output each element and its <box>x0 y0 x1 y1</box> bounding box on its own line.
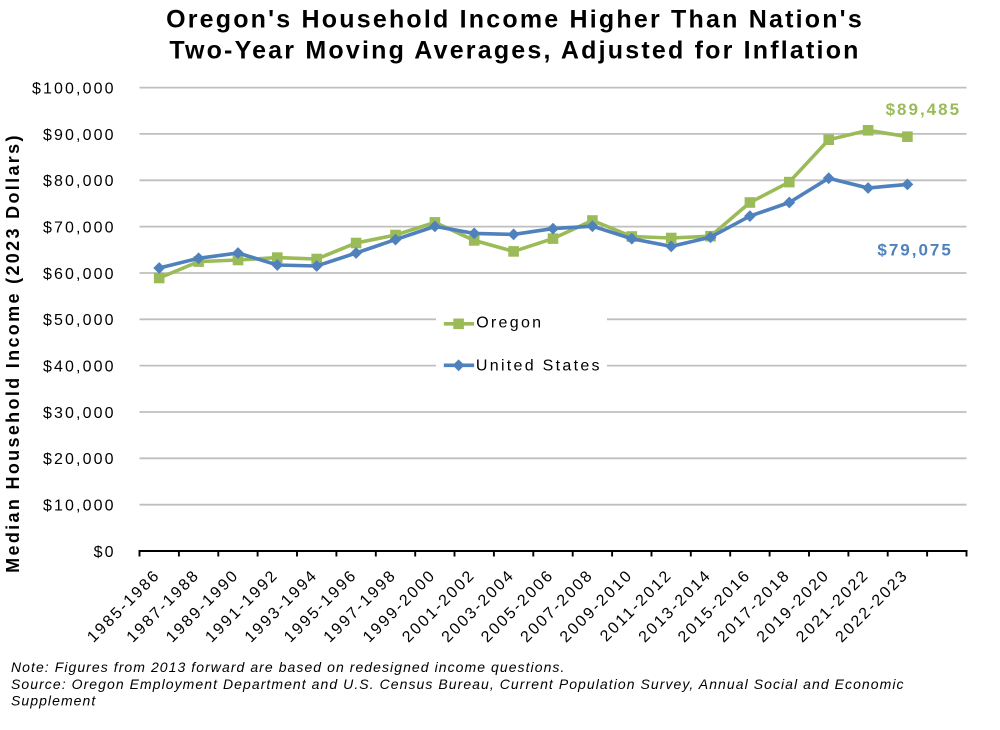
svg-text:$0: $0 <box>94 544 116 561</box>
svg-text:Source: Oregon Employment Depa: Source: Oregon Employment Department and… <box>11 676 905 692</box>
svg-text:$10,000: $10,000 <box>43 498 116 515</box>
svg-text:Median Household Income (2023: Median Household Income (2023 Dollars) <box>3 133 23 573</box>
svg-text:$100,000: $100,000 <box>32 80 116 97</box>
svg-text:$79,075: $79,075 <box>877 241 952 260</box>
svg-text:Note: Figures from 2013 forwar: Note: Figures from 2013 forward are base… <box>11 659 565 675</box>
svg-text:$70,000: $70,000 <box>43 220 116 237</box>
svg-text:$60,000: $60,000 <box>43 266 116 283</box>
svg-text:$80,000: $80,000 <box>43 173 116 190</box>
svg-text:Oregon: Oregon <box>476 315 543 332</box>
svg-text:$50,000: $50,000 <box>43 312 116 329</box>
svg-text:$90,000: $90,000 <box>43 127 116 144</box>
svg-text:$40,000: $40,000 <box>43 359 116 376</box>
svg-text:Supplement: Supplement <box>11 693 96 709</box>
svg-text:United States: United States <box>476 358 602 375</box>
svg-text:$89,485: $89,485 <box>886 100 961 119</box>
svg-text:$30,000: $30,000 <box>43 405 116 422</box>
svg-text:Oregon's Household Income High: Oregon's Household Income Higher Than Na… <box>166 6 864 34</box>
svg-text:$20,000: $20,000 <box>43 451 116 468</box>
svg-text:Two-Year Moving Averages, Adju: Two-Year Moving Averages, Adjusted for I… <box>169 37 860 65</box>
